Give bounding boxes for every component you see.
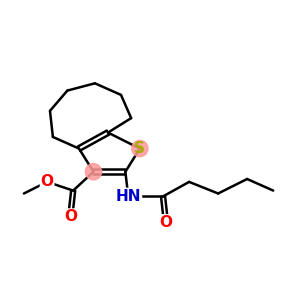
Circle shape [132,140,148,157]
Text: S: S [134,141,146,156]
Text: O: O [40,174,54,189]
Text: HN: HN [116,189,141,204]
Circle shape [85,164,102,180]
Text: O: O [159,215,172,230]
Text: O: O [64,209,77,224]
